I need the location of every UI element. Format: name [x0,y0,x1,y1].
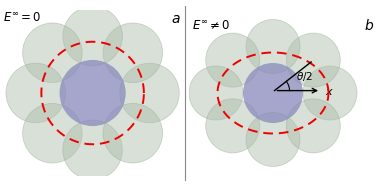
Circle shape [303,66,357,120]
Circle shape [189,66,243,120]
Text: b: b [365,20,373,33]
Text: $x$: $x$ [325,87,333,97]
Circle shape [243,63,303,123]
Circle shape [206,33,260,87]
Circle shape [120,63,179,123]
Circle shape [63,120,122,180]
Text: $\boldsymbol{E^{\infty}} = 0$: $\boldsymbol{E^{\infty}} = 0$ [3,12,42,25]
Circle shape [23,103,82,163]
Circle shape [6,63,65,123]
Circle shape [246,20,300,73]
Circle shape [286,33,340,87]
Circle shape [103,103,163,163]
Text: $\theta/2$: $\theta/2$ [296,70,313,83]
Circle shape [246,113,300,166]
Text: $\boldsymbol{E^{\infty}} \neq 0$: $\boldsymbol{E^{\infty}} \neq 0$ [192,20,231,33]
Text: a: a [172,12,180,26]
Circle shape [206,99,260,153]
Circle shape [59,60,125,126]
Circle shape [286,99,340,153]
Circle shape [103,23,163,83]
Circle shape [23,23,82,83]
Circle shape [63,6,122,66]
